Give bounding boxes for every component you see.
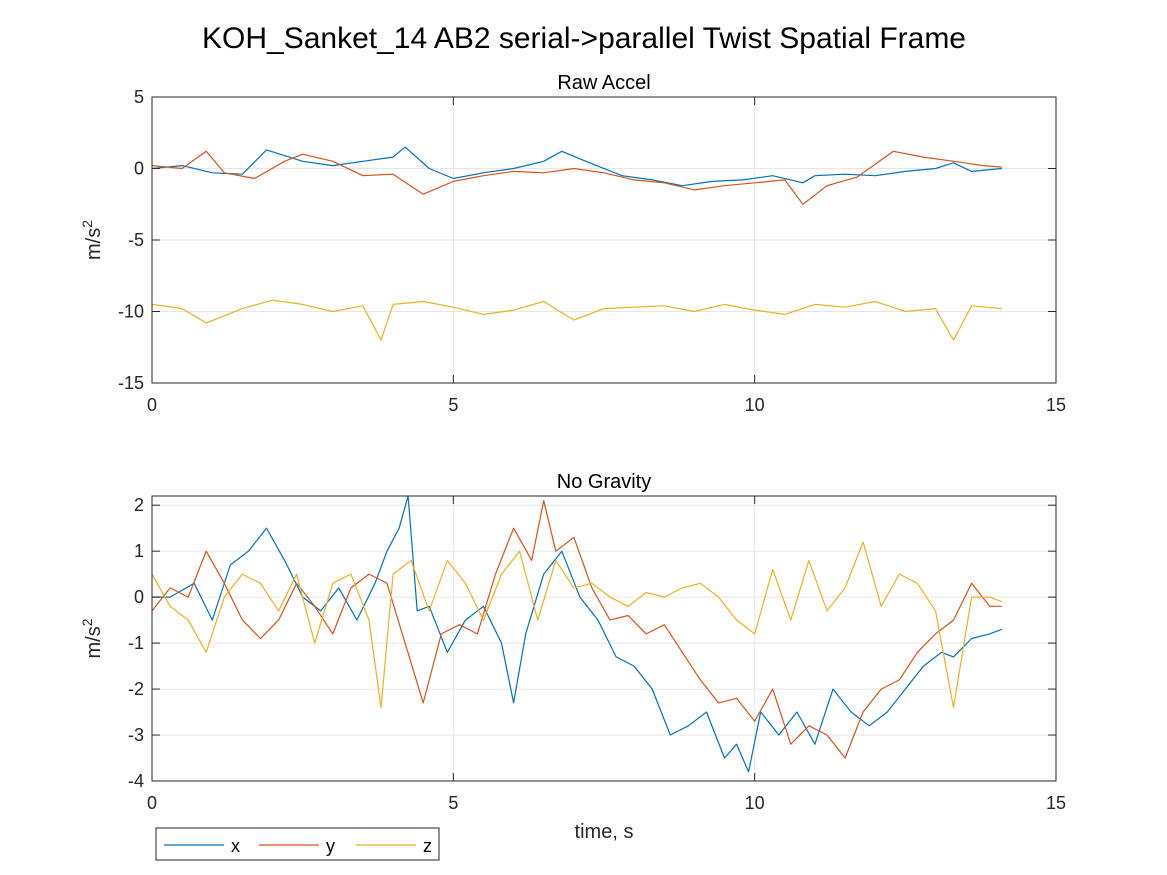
no-gravity-axes-box [151, 495, 1057, 782]
no-gravity-series-z [152, 541, 1003, 709]
no-gravity-ytick-label-2: -2 [128, 679, 144, 699]
raw-accel-xtick-label-2: 10 [745, 395, 765, 415]
no-gravity-xtick-label-0: 0 [147, 793, 157, 813]
no-gravity-ylabel-superscript: 2 [79, 618, 95, 626]
raw-accel-series-x [152, 146, 1002, 187]
axes-raw-accel: 0 5 10 15 -15 -10 -5 0 5 Raw Accel m/s2 [79, 72, 1066, 415]
no-gravity-ytick-label-6: 2 [134, 495, 144, 515]
no-gravity-xlabel: time, s [575, 821, 634, 843]
no-gravity-ytick-label-4: 0 [134, 587, 144, 607]
raw-accel-xtick-label-0: 0 [147, 395, 157, 415]
raw-accel-title: Raw Accel [557, 72, 650, 94]
raw-accel-series-z [152, 299, 1002, 341]
no-gravity-title: No Gravity [557, 471, 651, 493]
legend-box [155, 827, 440, 861]
raw-accel-ylabel-superscript: 2 [79, 220, 95, 228]
raw-accel-xtick-label-3: 15 [1046, 395, 1066, 415]
raw-accel-ytick-label-2: -5 [128, 230, 144, 250]
no-gravity-ytick-label-1: -3 [128, 725, 144, 745]
no-gravity-ylabel-base: m/s [83, 626, 105, 658]
legend-label-y: y [326, 836, 335, 856]
no-gravity-xtick-label-3: 15 [1046, 793, 1066, 813]
legend-label-z: z [423, 836, 432, 856]
no-gravity-plot-area [152, 496, 1056, 781]
no-gravity-ytick-label-0: -4 [128, 771, 144, 791]
no-gravity-xtick-label-2: 10 [745, 793, 765, 813]
raw-accel-ylabel: m/s2 [79, 220, 105, 260]
raw-accel-ytick-label-3: 0 [134, 159, 144, 179]
no-gravity-ytick-label-5: 1 [134, 541, 144, 561]
legend-label-x: x [231, 836, 240, 856]
raw-accel-xtick-label-1: 5 [448, 395, 458, 415]
raw-accel-ytick-label-4: 5 [134, 87, 144, 107]
raw-accel-series-y [152, 150, 1002, 205]
no-gravity-ylabel: m/s2 [79, 618, 105, 658]
raw-accel-ylabel-base: m/s [83, 228, 105, 260]
figure-title: KOH_Sanket_14 AB2 serial->parallel Twist… [202, 22, 966, 55]
legend: x y z [155, 827, 440, 861]
no-gravity-xtick-label-1: 5 [448, 793, 458, 813]
raw-accel-ytick-label-0: -15 [118, 373, 144, 393]
no-gravity-ytick-label-3: -1 [128, 633, 144, 653]
no-gravity-series-y [152, 500, 1002, 759]
raw-accel-ytick-label-1: -10 [118, 302, 144, 322]
